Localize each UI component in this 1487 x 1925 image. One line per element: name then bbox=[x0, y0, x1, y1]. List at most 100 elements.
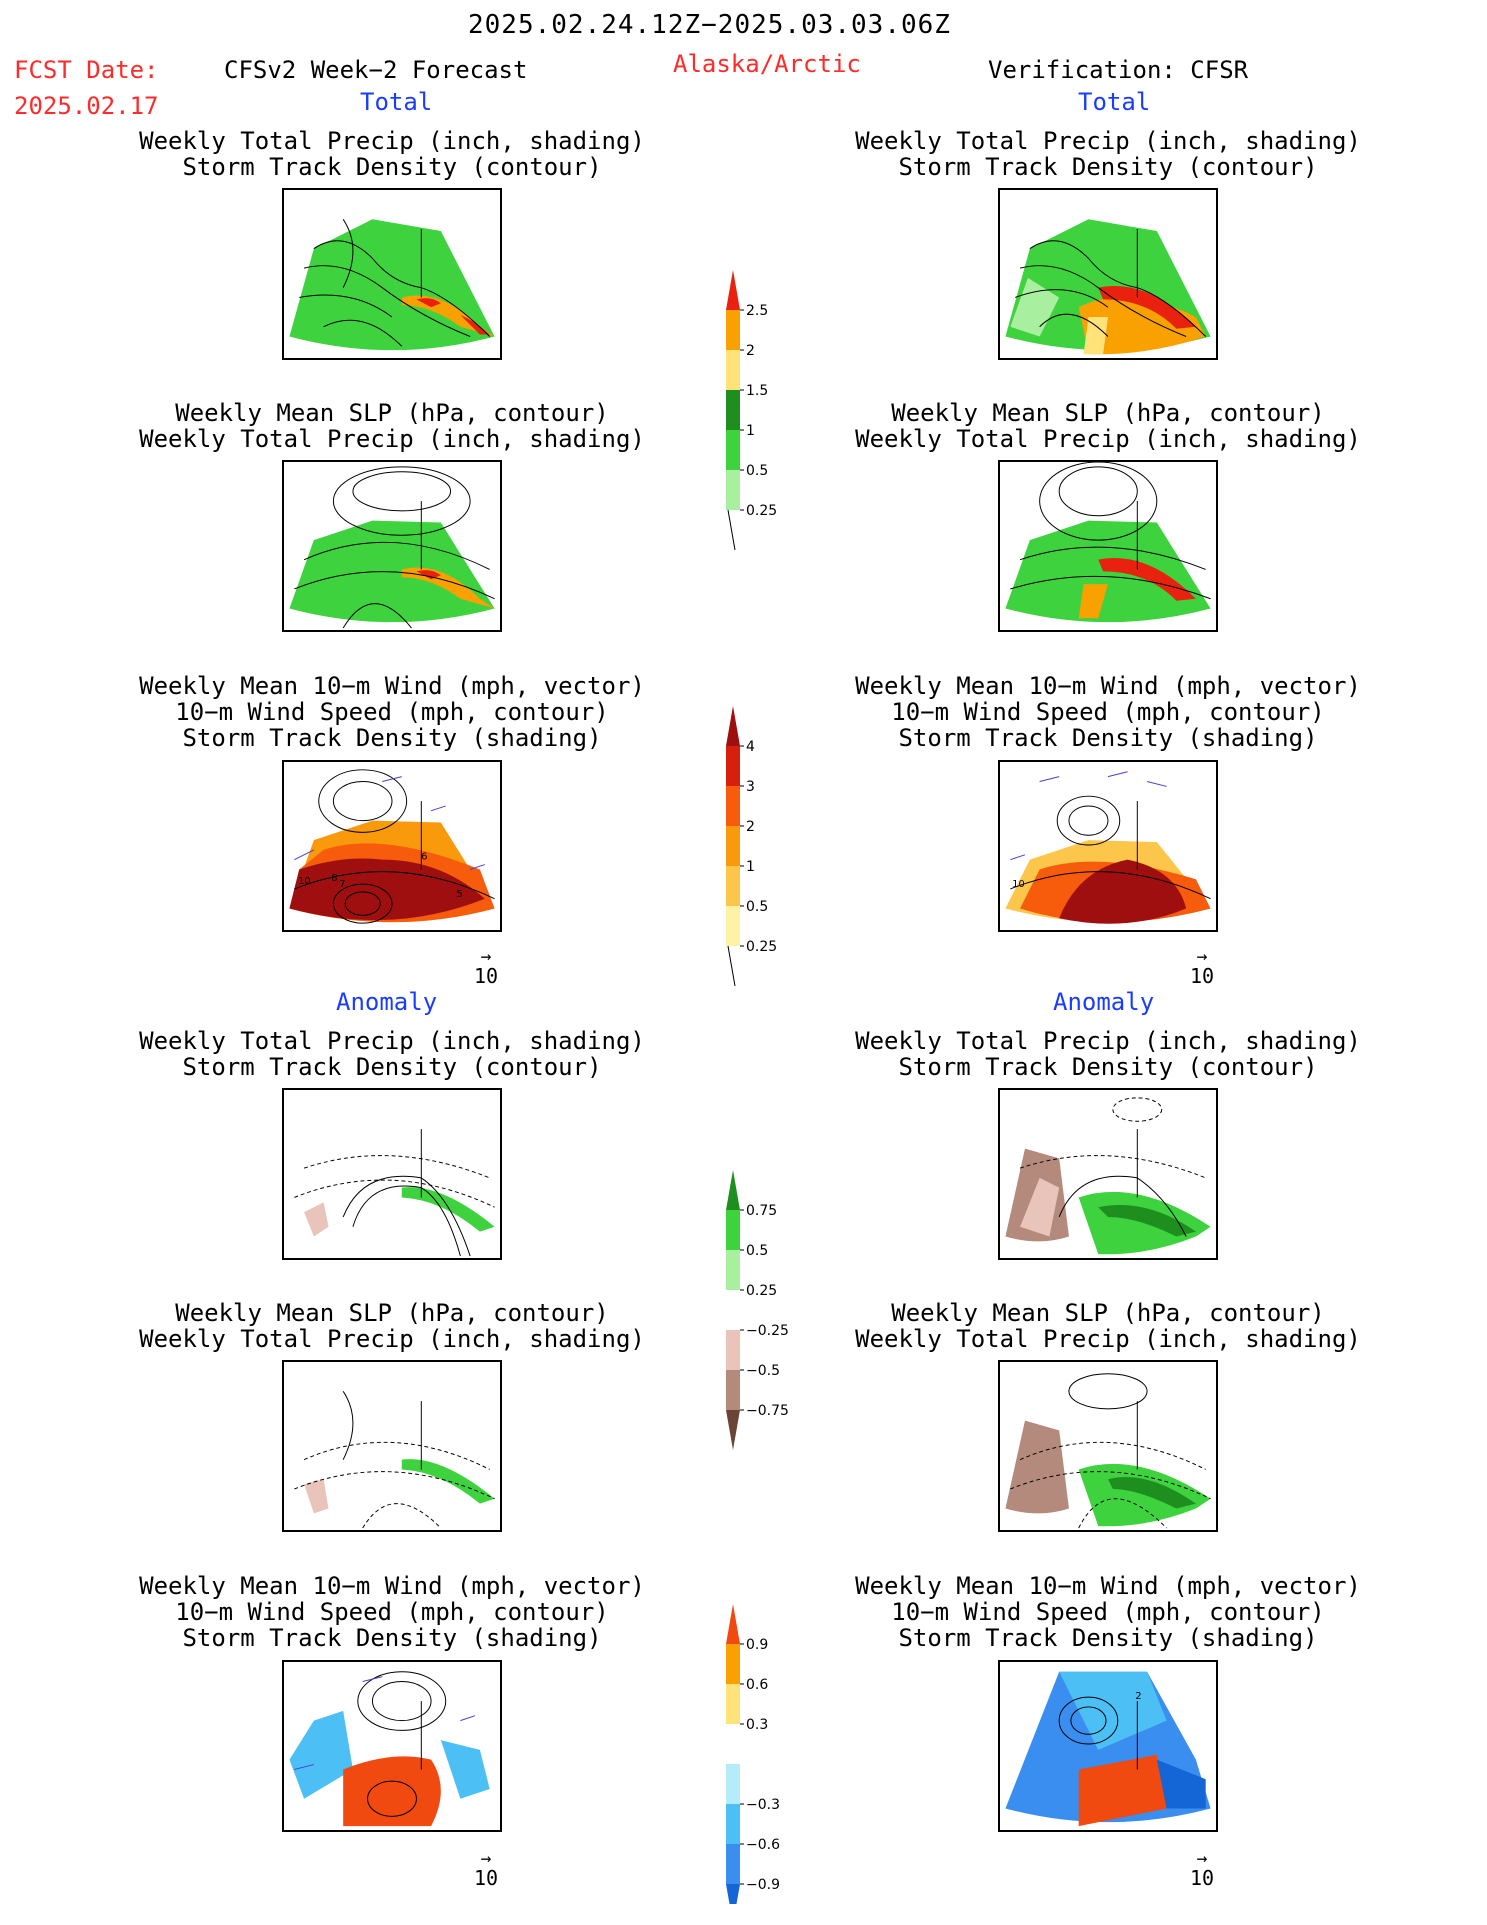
section-anomaly-right: Anomaly bbox=[1053, 988, 1155, 1016]
title-verif-anom-precip: Weekly Total Precip (inch, shading) Storm… bbox=[855, 1027, 1361, 1081]
colorbar-label: 1.5 bbox=[746, 383, 768, 399]
colorbar-label: 2 bbox=[746, 343, 755, 359]
section-total-right: Total bbox=[1078, 88, 1151, 116]
colorbar-label: 0.3 bbox=[746, 1717, 768, 1733]
colorbar-label: 0.25 bbox=[746, 1283, 777, 1299]
colorbar-label: 0.25 bbox=[746, 939, 777, 955]
vector-ref-verif-total: → 10 bbox=[1172, 946, 1232, 989]
colorbar-storm-anom: 0.9 0.6 0.3 −0.3 −0.6 −0.9 bbox=[716, 1604, 796, 1904]
title-fcst-total-wind: Weekly Mean 10−m Wind (mph, vector) 10−m … bbox=[139, 672, 645, 752]
colorbar-swatch bbox=[726, 1330, 740, 1370]
colorbar-label: −0.3 bbox=[746, 1797, 780, 1813]
colorbar-label: 2 bbox=[746, 819, 755, 835]
colorbar-swatch bbox=[726, 1250, 740, 1290]
title-verif-total-precip: Weekly Total Precip (inch, shading) Storm… bbox=[855, 127, 1361, 181]
colorbar-label: −0.5 bbox=[746, 1363, 780, 1379]
map-fcst-anom-slp bbox=[282, 1360, 502, 1532]
colorbar-top-triangle bbox=[726, 270, 740, 310]
title-fcst-total-precip: Weekly Total Precip (inch, shading) Storm… bbox=[139, 127, 645, 181]
colorbar-top-triangle bbox=[726, 1604, 740, 1644]
colorbar-bottom-triangle bbox=[726, 1410, 740, 1450]
colorbar-label: 0.25 bbox=[746, 503, 777, 519]
colorbar-label: 3 bbox=[746, 779, 755, 795]
map-fcst-total-slp bbox=[282, 460, 502, 632]
map-fcst-anom-wind bbox=[282, 1660, 502, 1832]
colorbar-label: −0.6 bbox=[746, 1837, 780, 1853]
verification-title: Verification: CFSR bbox=[988, 56, 1249, 84]
title-verif-anom-wind: Weekly Mean 10−m Wind (mph, vector) 10−m … bbox=[855, 1572, 1361, 1652]
arrow-right-icon: → bbox=[480, 1848, 492, 1869]
map-verif-anom-precip bbox=[998, 1088, 1218, 1260]
title-fcst-anom-precip: Weekly Total Precip (inch, shading) Storm… bbox=[139, 1027, 645, 1081]
map-verif-total-slp bbox=[998, 460, 1218, 632]
colorbar-label: 0.5 bbox=[746, 899, 768, 915]
colorbar-swatch bbox=[726, 1370, 740, 1410]
map-verif-anom-slp bbox=[998, 1360, 1218, 1532]
colorbar-swatch bbox=[726, 786, 740, 826]
map-verif-total-precip bbox=[998, 188, 1218, 360]
region-title: Alaska/Arctic bbox=[673, 50, 861, 78]
svg-text:7: 7 bbox=[339, 879, 345, 890]
svg-text:6: 6 bbox=[421, 852, 427, 863]
title-fcst-total-slp: Weekly Mean SLP (hPa, contour) Weekly Tot… bbox=[139, 399, 645, 453]
section-total-left: Total bbox=[360, 88, 433, 116]
colorbar-top-triangle bbox=[726, 706, 740, 746]
colorbar-swatch bbox=[726, 390, 740, 430]
colorbar-label: 1 bbox=[746, 423, 755, 439]
colorbar-swatch bbox=[726, 1644, 740, 1684]
arrow-right-icon: → bbox=[480, 946, 492, 967]
colorbar-precip-total: 2.5 2 1.5 1 0.5 0.25 bbox=[716, 270, 786, 560]
colorbar-swatch bbox=[726, 866, 740, 906]
colorbar-swatch bbox=[726, 746, 740, 786]
title-fcst-anom-wind: Weekly Mean 10−m Wind (mph, vector) 10−m … bbox=[139, 1572, 645, 1652]
map-fcst-total-precip bbox=[282, 188, 502, 360]
colorbar-label: −0.75 bbox=[746, 1403, 789, 1419]
vector-ref-verif-anom: → 10 bbox=[1172, 1848, 1232, 1891]
colorbar-label: 2.5 bbox=[746, 303, 768, 319]
title-verif-total-slp: Weekly Mean SLP (hPa, contour) Weekly Tot… bbox=[855, 399, 1361, 453]
colorbar-swatch bbox=[726, 1724, 740, 1764]
colorbar-swatch bbox=[726, 1210, 740, 1250]
title-fcst-anom-slp: Weekly Mean SLP (hPa, contour) Weekly Tot… bbox=[139, 1299, 645, 1353]
colorbar-bottom-tail bbox=[727, 509, 736, 551]
colorbar-label: 1 bbox=[746, 859, 755, 875]
colorbar-label: 0.9 bbox=[746, 1637, 768, 1653]
colorbar-swatch bbox=[726, 350, 740, 390]
colorbar-swatch bbox=[726, 1764, 740, 1804]
colorbar-label: −0.9 bbox=[746, 1877, 780, 1893]
colorbar-label: 0.5 bbox=[746, 1243, 768, 1259]
colorbar-swatch bbox=[726, 1844, 740, 1884]
colorbar-swatch bbox=[726, 310, 740, 350]
colorbar-label: 0.75 bbox=[746, 1203, 777, 1219]
colorbar-swatch bbox=[726, 430, 740, 470]
colorbar-bottom-tail bbox=[727, 945, 736, 987]
title-verif-total-wind: Weekly Mean 10−m Wind (mph, vector) 10−m … bbox=[855, 672, 1361, 752]
colorbar-label: −0.25 bbox=[746, 1323, 789, 1339]
colorbar-label: 0.6 bbox=[746, 1677, 768, 1693]
colorbar-label: 0.5 bbox=[746, 463, 768, 479]
svg-text:10: 10 bbox=[1012, 879, 1024, 890]
fcst-date-value: 2025.02.17 bbox=[14, 92, 159, 120]
colorbar-top-triangle bbox=[726, 1170, 740, 1210]
forecast-title: CFSv2 Week−2 Forecast bbox=[224, 56, 528, 84]
colorbar-swatch bbox=[726, 470, 740, 510]
colorbar-swatch bbox=[726, 1804, 740, 1844]
map-verif-total-wind: 10 bbox=[998, 760, 1218, 932]
colorbar-precip-anom: 0.75 0.5 0.25 −0.25 −0.5 −0.75 bbox=[716, 1170, 796, 1460]
colorbar-swatch bbox=[726, 1290, 740, 1330]
svg-text:10: 10 bbox=[298, 876, 310, 887]
arrow-right-icon: → bbox=[1196, 946, 1208, 967]
arrow-right-icon: → bbox=[1196, 1848, 1208, 1869]
colorbar-label: 4 bbox=[746, 739, 755, 755]
map-fcst-anom-precip bbox=[282, 1088, 502, 1260]
fcst-date-label: FCST Date: bbox=[14, 56, 159, 84]
colorbar-storm-total: 4 3 2 1 0.5 0.25 bbox=[716, 706, 786, 996]
date-range-title: 2025.02.24.12Z−2025.03.03.06Z bbox=[468, 10, 951, 40]
vector-ref-fcst-anom: → 10 bbox=[456, 1848, 516, 1891]
map-fcst-total-wind: 10 8 7 6 5 bbox=[282, 760, 502, 932]
svg-text:8: 8 bbox=[331, 873, 337, 884]
colorbar-swatch bbox=[726, 906, 740, 946]
colorbar-swatch bbox=[726, 1684, 740, 1724]
section-anomaly-left: Anomaly bbox=[336, 988, 438, 1016]
map-verif-anom-wind: 2 bbox=[998, 1660, 1218, 1832]
